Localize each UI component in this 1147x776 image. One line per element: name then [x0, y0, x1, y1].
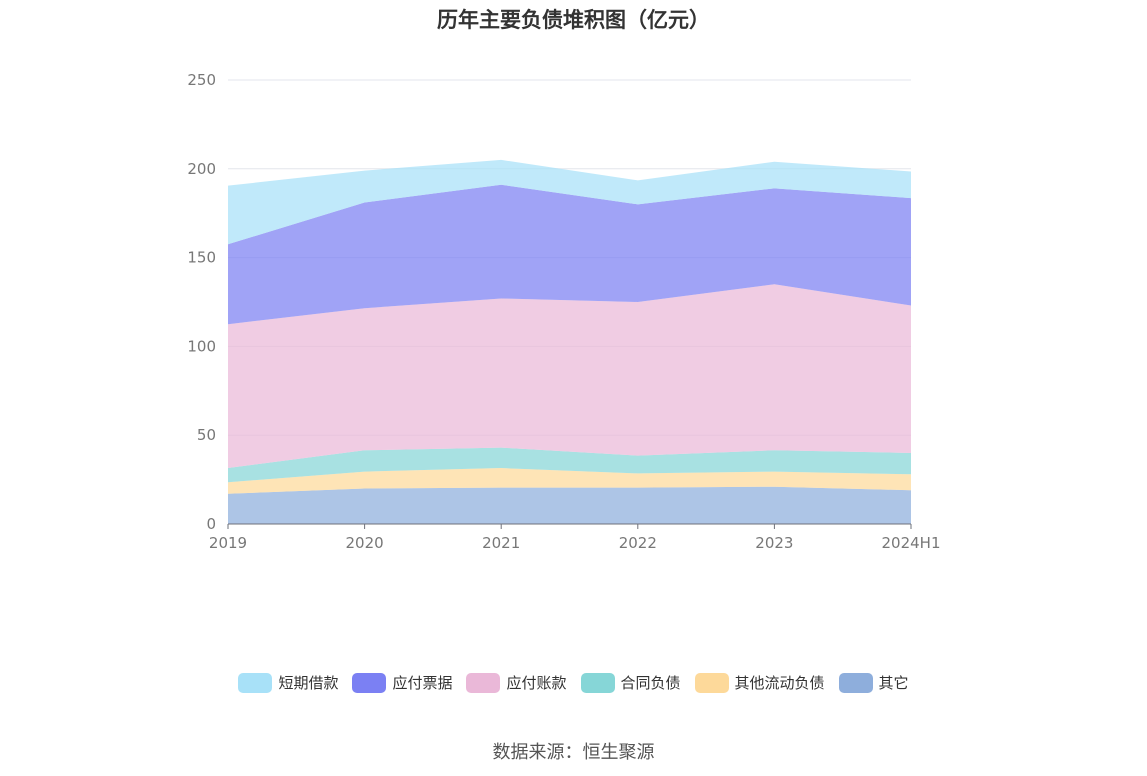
y-tick-label: 250 [187, 71, 216, 89]
area-series-5 [228, 159, 911, 245]
x-tick-label: 2022 [619, 534, 657, 552]
area-series [228, 159, 911, 524]
legend: 短期借款 应付票据 应付账款 合同负债 其他流动负债 其它 [0, 672, 1147, 693]
legend-swatch [352, 672, 387, 693]
legend-label: 应付票据 [392, 674, 453, 692]
legend-item[interactable]: 合同负债 [580, 672, 681, 693]
x-tick-label: 2021 [482, 534, 520, 552]
area-series-4 [228, 184, 911, 325]
x-tick-label: 2020 [346, 534, 384, 552]
legend-swatch [838, 672, 873, 693]
legend-item[interactable]: 应付票据 [352, 672, 452, 693]
data-source-note: 数据来源：恒生聚源 [492, 742, 655, 763]
legend-swatch [466, 672, 501, 693]
area-series-1 [228, 468, 911, 494]
y-tick-label: 100 [187, 337, 216, 355]
x-tick-label: 2023 [755, 534, 793, 552]
legend-swatch [694, 672, 729, 693]
legend-swatch [238, 672, 273, 693]
legend-label: 其他流动负债 [734, 674, 825, 692]
area-series-2 [228, 447, 911, 483]
area-series-3 [228, 284, 911, 469]
area-series-0 [228, 486, 911, 524]
y-tick-label: 50 [197, 426, 216, 444]
legend-item[interactable]: 应付账款 [466, 672, 567, 693]
legend-label: 应付账款 [506, 674, 567, 692]
legend-label: 其它 [878, 674, 909, 692]
legend-item[interactable]: 其他流动负债 [694, 672, 825, 693]
legend-label: 合同负债 [620, 674, 681, 692]
legend-swatch [580, 672, 615, 693]
x-tick-label: 2019 [209, 534, 247, 552]
y-tick-label: 150 [187, 249, 216, 267]
legend-label: 短期借款 [278, 674, 339, 692]
x-tick-label: 2024H1 [882, 534, 941, 552]
legend-item[interactable]: 其它 [838, 672, 909, 693]
y-tick-label: 200 [187, 160, 216, 178]
axes: 0 50 100 150 200 250 2019 2020 2021 2022 2023 2024H… [187, 71, 940, 552]
chart-title: 历年主要负债堆积图（亿元） [437, 8, 710, 32]
y-tick-label: 0 [206, 515, 216, 533]
legend-item[interactable]: 短期借款 [238, 672, 338, 693]
